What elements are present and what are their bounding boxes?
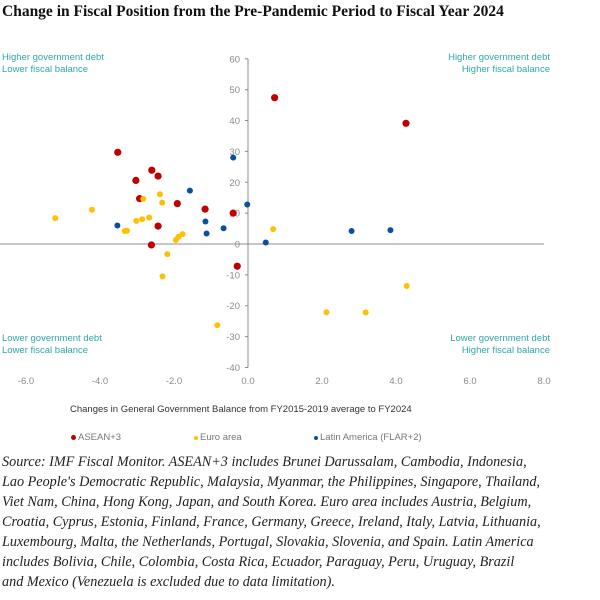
- quadrant-label-line: Higher fiscal balance: [461, 64, 550, 75]
- quadrant-label-line: Lower government debt: [450, 333, 550, 344]
- data-point: [214, 322, 221, 329]
- quadrant-label-line: Higher government debt: [448, 52, 550, 63]
- data-point: [229, 209, 237, 217]
- data-point: [159, 199, 166, 206]
- data-point: [154, 222, 162, 230]
- axes: 6050403020100-10-20-30-40-6.0-4.0-2.00.0…: [0, 54, 551, 387]
- legend-marker: [194, 435, 198, 440]
- y-tick-label: 60: [229, 54, 240, 65]
- data-point: [133, 217, 140, 224]
- note-line: Croatia, Cyprus, Estonia, Finland, Franc…: [2, 514, 541, 530]
- x-tick-label: -6.0: [18, 376, 34, 387]
- data-point: [220, 225, 227, 232]
- data-point: [114, 222, 121, 229]
- data-point: [52, 215, 59, 222]
- data-point: [186, 187, 193, 194]
- quadrant-label-line: Higher government debt: [2, 52, 104, 63]
- scatter-plot: 6050403020100-10-20-30-40-6.0-4.0-2.00.0…: [0, 54, 551, 387]
- data-point: [156, 191, 163, 198]
- x-tick-label: 2.0: [315, 376, 328, 387]
- data-point: [148, 166, 156, 174]
- legend-item-euro-area: Euro area: [194, 432, 242, 443]
- x-tick-label: 8.0: [537, 376, 550, 387]
- data-point: [233, 262, 241, 270]
- quadrant-label-bottom-left: Lower government debt Lower fiscal balan…: [2, 333, 102, 357]
- data-point: [244, 201, 251, 208]
- note-line: includes Bolivia, Chile, Colombia, Costa…: [2, 554, 515, 570]
- y-tick-label: 50: [229, 85, 240, 96]
- data-point: [132, 176, 140, 185]
- quadrant-label-line: Lower fiscal balance: [2, 64, 89, 75]
- quadrant-label-top-right: Higher government debt Higher fiscal bal…: [448, 52, 550, 76]
- data-point: [402, 119, 410, 127]
- source-note: Source: IMF Fiscal Monitor. ASEAN+3 incl…: [2, 452, 596, 592]
- data-point: [147, 241, 156, 249]
- data-point: [323, 309, 330, 316]
- note-line: Source: IMF Fiscal Monitor. ASEAN+3 incl…: [2, 454, 527, 470]
- legend-marker: [314, 435, 318, 440]
- quadrant-label-line: Lower government debt: [2, 333, 102, 344]
- data-point: [173, 199, 181, 208]
- x-tick-label: 4.0: [389, 376, 402, 387]
- data-point: [146, 214, 153, 221]
- note-line: Luxembourg, Malta, the Netherlands, Port…: [2, 534, 534, 550]
- data-point: [201, 205, 209, 213]
- note-line: Lao People's Democratic Republic, Malays…: [2, 474, 541, 490]
- data-point: [202, 218, 209, 225]
- quadrant-label-bottom-right: Lower government debt Higher fiscal bala…: [450, 333, 550, 357]
- y-tick-label: 0: [235, 240, 240, 251]
- x-axis-title: Changes in General Government Balance fr…: [70, 404, 412, 415]
- data-point: [362, 309, 369, 316]
- data-point: [164, 251, 171, 258]
- data-point: [172, 236, 179, 243]
- legend-item-asean: ASEAN+3: [71, 432, 121, 443]
- y-tick-label: 20: [229, 178, 240, 189]
- quadrant-label-line: Lower fiscal balance: [2, 345, 89, 356]
- legend-item-latin-america: Latin America (FLAR+2): [314, 432, 422, 443]
- legend-marker: [71, 435, 76, 440]
- data-points: [52, 94, 410, 329]
- y-tick-label: -40: [226, 363, 240, 374]
- data-point: [348, 228, 355, 235]
- data-point: [387, 227, 394, 234]
- note-line: and Mexico (Venezuela is excluded due to…: [2, 574, 335, 590]
- data-point: [203, 230, 210, 237]
- legend-label: Euro area: [200, 432, 242, 443]
- x-tick-label: 6.0: [463, 376, 476, 387]
- quadrant-label-top-left: Higher government debt Lower fiscal bala…: [2, 52, 104, 76]
- x-tick-label: -2.0: [166, 376, 182, 387]
- legend-label: Latin America (FLAR+2): [320, 432, 422, 443]
- data-point: [124, 227, 131, 234]
- x-tick-label: 0.0: [241, 376, 254, 387]
- quadrant-label-line: Higher fiscal balance: [461, 345, 550, 356]
- y-tick-label: 30: [229, 147, 240, 158]
- data-point: [230, 154, 237, 161]
- data-point: [114, 148, 122, 156]
- note-line: Viet Nam, China, Hong Kong, Japan, and S…: [2, 494, 532, 510]
- data-point: [88, 206, 95, 213]
- y-tick-label: -20: [226, 301, 240, 312]
- y-tick-label: -30: [226, 332, 240, 343]
- y-tick-label: -10: [226, 270, 240, 281]
- data-point: [270, 226, 277, 233]
- data-point: [140, 195, 147, 202]
- chart-title: Change in Fiscal Position from the Pre-P…: [2, 3, 504, 20]
- legend-label: ASEAN+3: [78, 432, 122, 443]
- data-point: [159, 273, 166, 280]
- data-point: [403, 282, 410, 289]
- data-point: [139, 216, 146, 223]
- x-tick-label: -4.0: [92, 376, 108, 387]
- data-point: [154, 172, 162, 180]
- y-tick-label: 40: [229, 116, 240, 127]
- data-point: [262, 239, 269, 246]
- data-point: [271, 94, 279, 102]
